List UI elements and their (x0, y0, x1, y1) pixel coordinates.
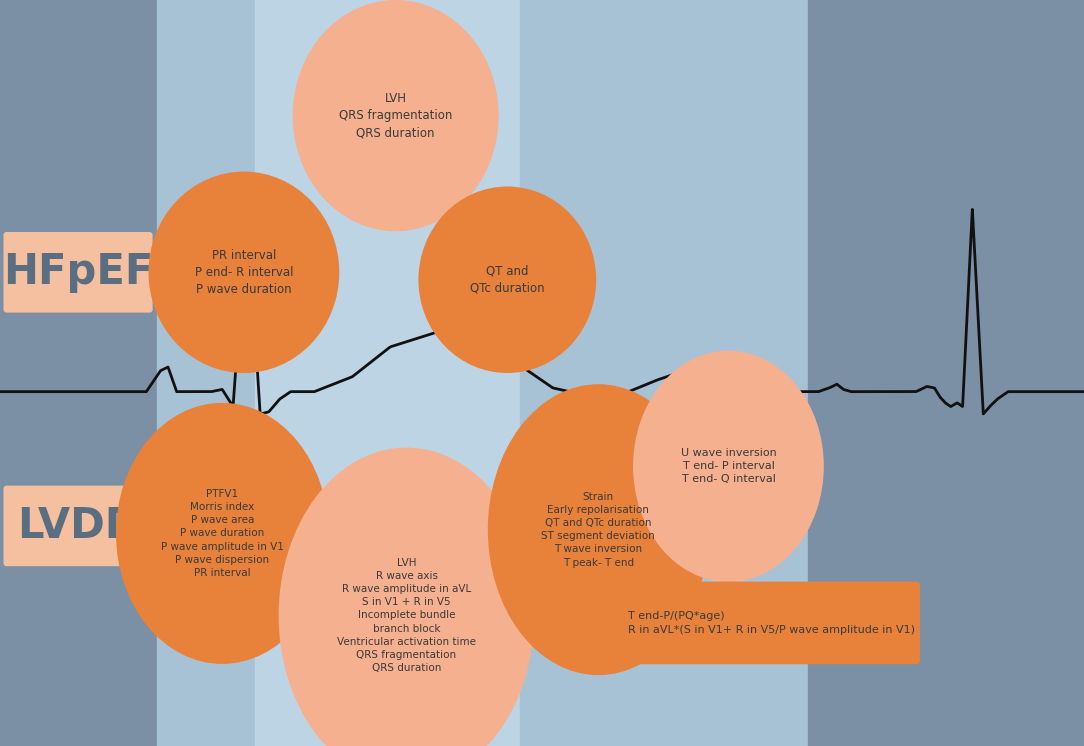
Text: LVH
R wave axis
R wave amplitude in aVL
S in V1 + R in V5
Incomplete bundle
bran: LVH R wave axis R wave amplitude in aVL … (337, 558, 476, 673)
FancyBboxPatch shape (3, 232, 153, 313)
Text: LVH
QRS fragmentation
QRS duration: LVH QRS fragmentation QRS duration (339, 92, 452, 140)
Ellipse shape (279, 448, 534, 746)
Ellipse shape (633, 351, 824, 582)
Bar (520, 0, 808, 746)
Bar (808, 0, 1084, 746)
Text: U wave inversion
T end- P interval
T end- Q interval: U wave inversion T end- P interval T end… (681, 448, 776, 484)
Text: T end-P/(PQ*age)
R in aVL*(S in V1+ R in V5/P wave amplitude in V1): T end-P/(PQ*age) R in aVL*(S in V1+ R in… (628, 611, 915, 635)
Ellipse shape (293, 0, 499, 231)
Bar (0, 0, 157, 746)
Ellipse shape (116, 403, 328, 664)
Text: HFpEF: HFpEF (3, 251, 153, 293)
Ellipse shape (488, 384, 709, 675)
Text: LVDD: LVDD (17, 505, 139, 547)
FancyBboxPatch shape (3, 486, 153, 566)
Ellipse shape (149, 172, 339, 373)
Text: QT and
QTc duration: QT and QTc duration (470, 265, 544, 295)
FancyBboxPatch shape (622, 582, 920, 664)
Text: Strain
Early repolarisation
QT and QTc duration
ST segment deviation
T wave inve: Strain Early repolarisation QT and QTc d… (542, 492, 655, 568)
Ellipse shape (418, 186, 596, 373)
Text: PTFV1
Morris index
P wave area
P wave duration
P wave amplitude in V1
P wave dis: PTFV1 Morris index P wave area P wave du… (160, 489, 284, 578)
Text: PR interval
P end- R interval
P wave duration: PR interval P end- R interval P wave dur… (195, 248, 293, 296)
Bar (255, 0, 520, 746)
Bar (157, 0, 255, 746)
